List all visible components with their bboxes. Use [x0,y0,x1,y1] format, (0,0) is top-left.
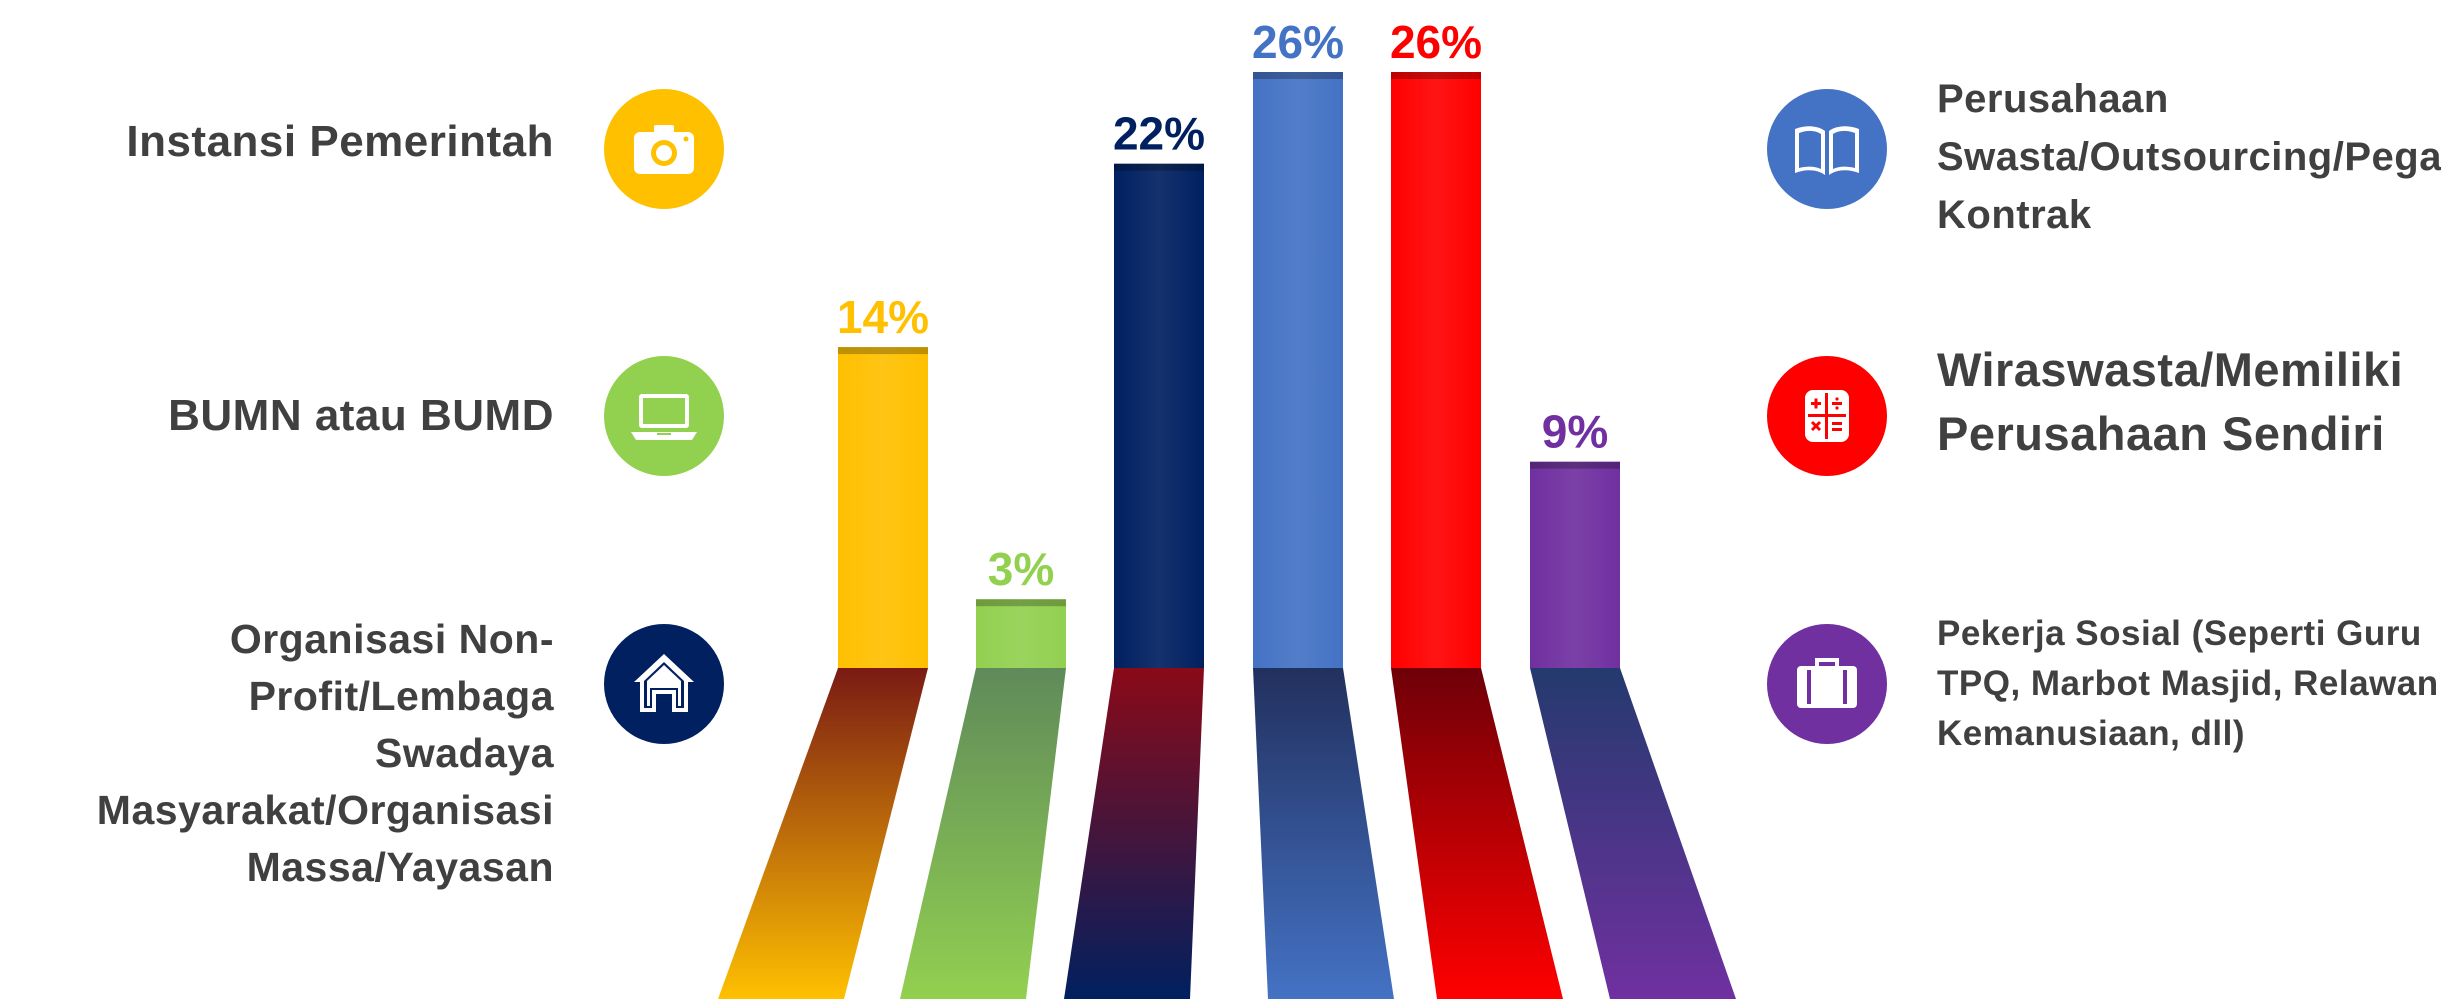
legend-label-instansi-pemerintah: Instansi Pemerintah [126,117,554,166]
bar-reflections [718,668,1736,999]
bar-3 [1114,163,1204,668]
calculator-icon [1805,390,1849,442]
bar-4 [1253,72,1343,668]
legend-icon-pekerja-sosial [1767,624,1887,744]
home-icon [634,654,694,712]
bar-6-cap [1530,461,1620,469]
legend-label-wiraswasta: Wiraswasta/Memiliki Perusahaan Sendiri [1937,343,2404,460]
legend-icon-wiraswasta [1767,356,1887,476]
bar-5 [1391,72,1481,668]
legend-label-perusahaan-swasta: Perusahaan Swasta/Outsourcing/Pegawai Ko… [1937,77,2441,237]
legend-label-organisasi-non-profit: Organisasi Non-Profit/Lembaga Swadaya Ma… [96,616,554,890]
bar-4-reflection [1253,668,1394,999]
bar-1 [838,347,928,668]
bar-1-reflection [718,668,928,999]
legend-label-pekerja-sosial: Pekerja Sosial (Seperti Guru TPQ, Marbot… [1937,614,2439,753]
bar-2 [976,599,1066,668]
legend-icon-instansi-pemerintah [604,89,724,209]
bar-2-cap [976,599,1066,607]
bar-3-reflection [1064,668,1204,999]
bar-4-value-label: 26% [1252,16,1344,68]
bar-3-value-label: 22% [1113,108,1205,160]
bar-6-reflection [1530,668,1736,999]
bar-6 [1530,461,1620,668]
legend-icon-bumn-bumd [604,356,724,476]
value-labels: 14% 3% 22% 26% 26% 9% [837,16,1608,595]
bar-3-cap [1114,163,1204,171]
bar-4-cap [1253,72,1343,79]
legend-icon-perusahaan-swasta [1767,89,1887,209]
legend-icon-organisasi-non-profit [604,624,724,744]
bar-2-value-label: 3% [988,543,1054,595]
legend-label-bumn-bumd: BUMN atau BUMD [168,391,554,440]
bar-1-value-label: 14% [837,291,929,343]
bar-5-cap [1391,72,1481,79]
bar-2-reflection [900,668,1066,999]
bar-5-reflection [1391,668,1563,999]
bar-5-value-label: 26% [1390,16,1482,68]
bars [838,72,1620,668]
book-icon [1795,126,1859,175]
bar-1-cap [838,347,928,355]
camera-icon [634,125,694,174]
laptop-icon [631,394,697,440]
briefcase-icon [1797,658,1857,708]
bar-6-value-label: 9% [1542,406,1608,458]
